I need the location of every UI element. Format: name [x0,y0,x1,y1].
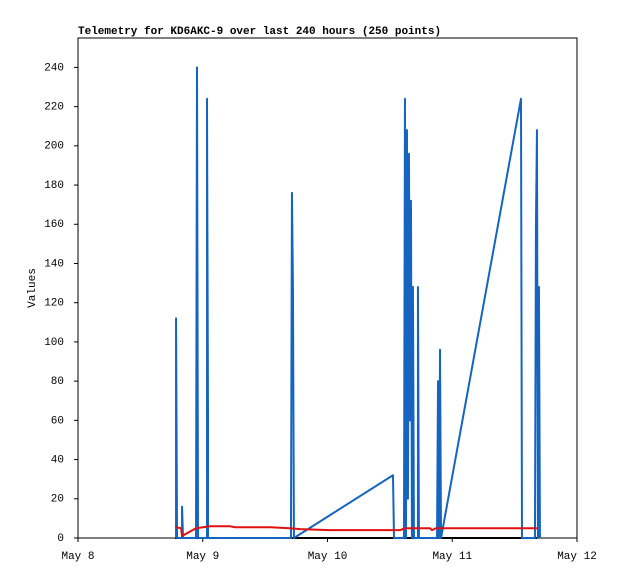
y-tick-label: 100 [44,337,64,349]
y-tick-label: 140 [44,258,64,270]
x-tick-label: May 8 [61,551,94,563]
y-tick-label: 180 [44,180,64,192]
x-tick-label: May 10 [308,551,348,563]
x-tick-label: May 12 [557,551,597,563]
series-line [175,66,541,539]
y-tick-label: 0 [57,533,64,545]
y-tick-label: 160 [44,219,64,231]
x-tick-label: May 9 [186,551,219,563]
y-tick-label: 40 [51,454,64,466]
y-tick-label: 20 [51,494,64,506]
y-tick-label: 240 [44,62,64,74]
y-tick-label: 200 [44,141,64,153]
chart-title: Telemetry for KD6AKC-9 over last 240 hou… [78,26,441,38]
y-tick-label: 80 [51,376,64,388]
y-tick-label: 220 [44,102,64,114]
y-tick-label: 120 [44,298,64,310]
y-axis-label: Values [27,268,39,308]
x-tick-label: May 11 [432,551,472,563]
series-line [174,525,537,538]
y-tick-label: 60 [51,415,64,427]
